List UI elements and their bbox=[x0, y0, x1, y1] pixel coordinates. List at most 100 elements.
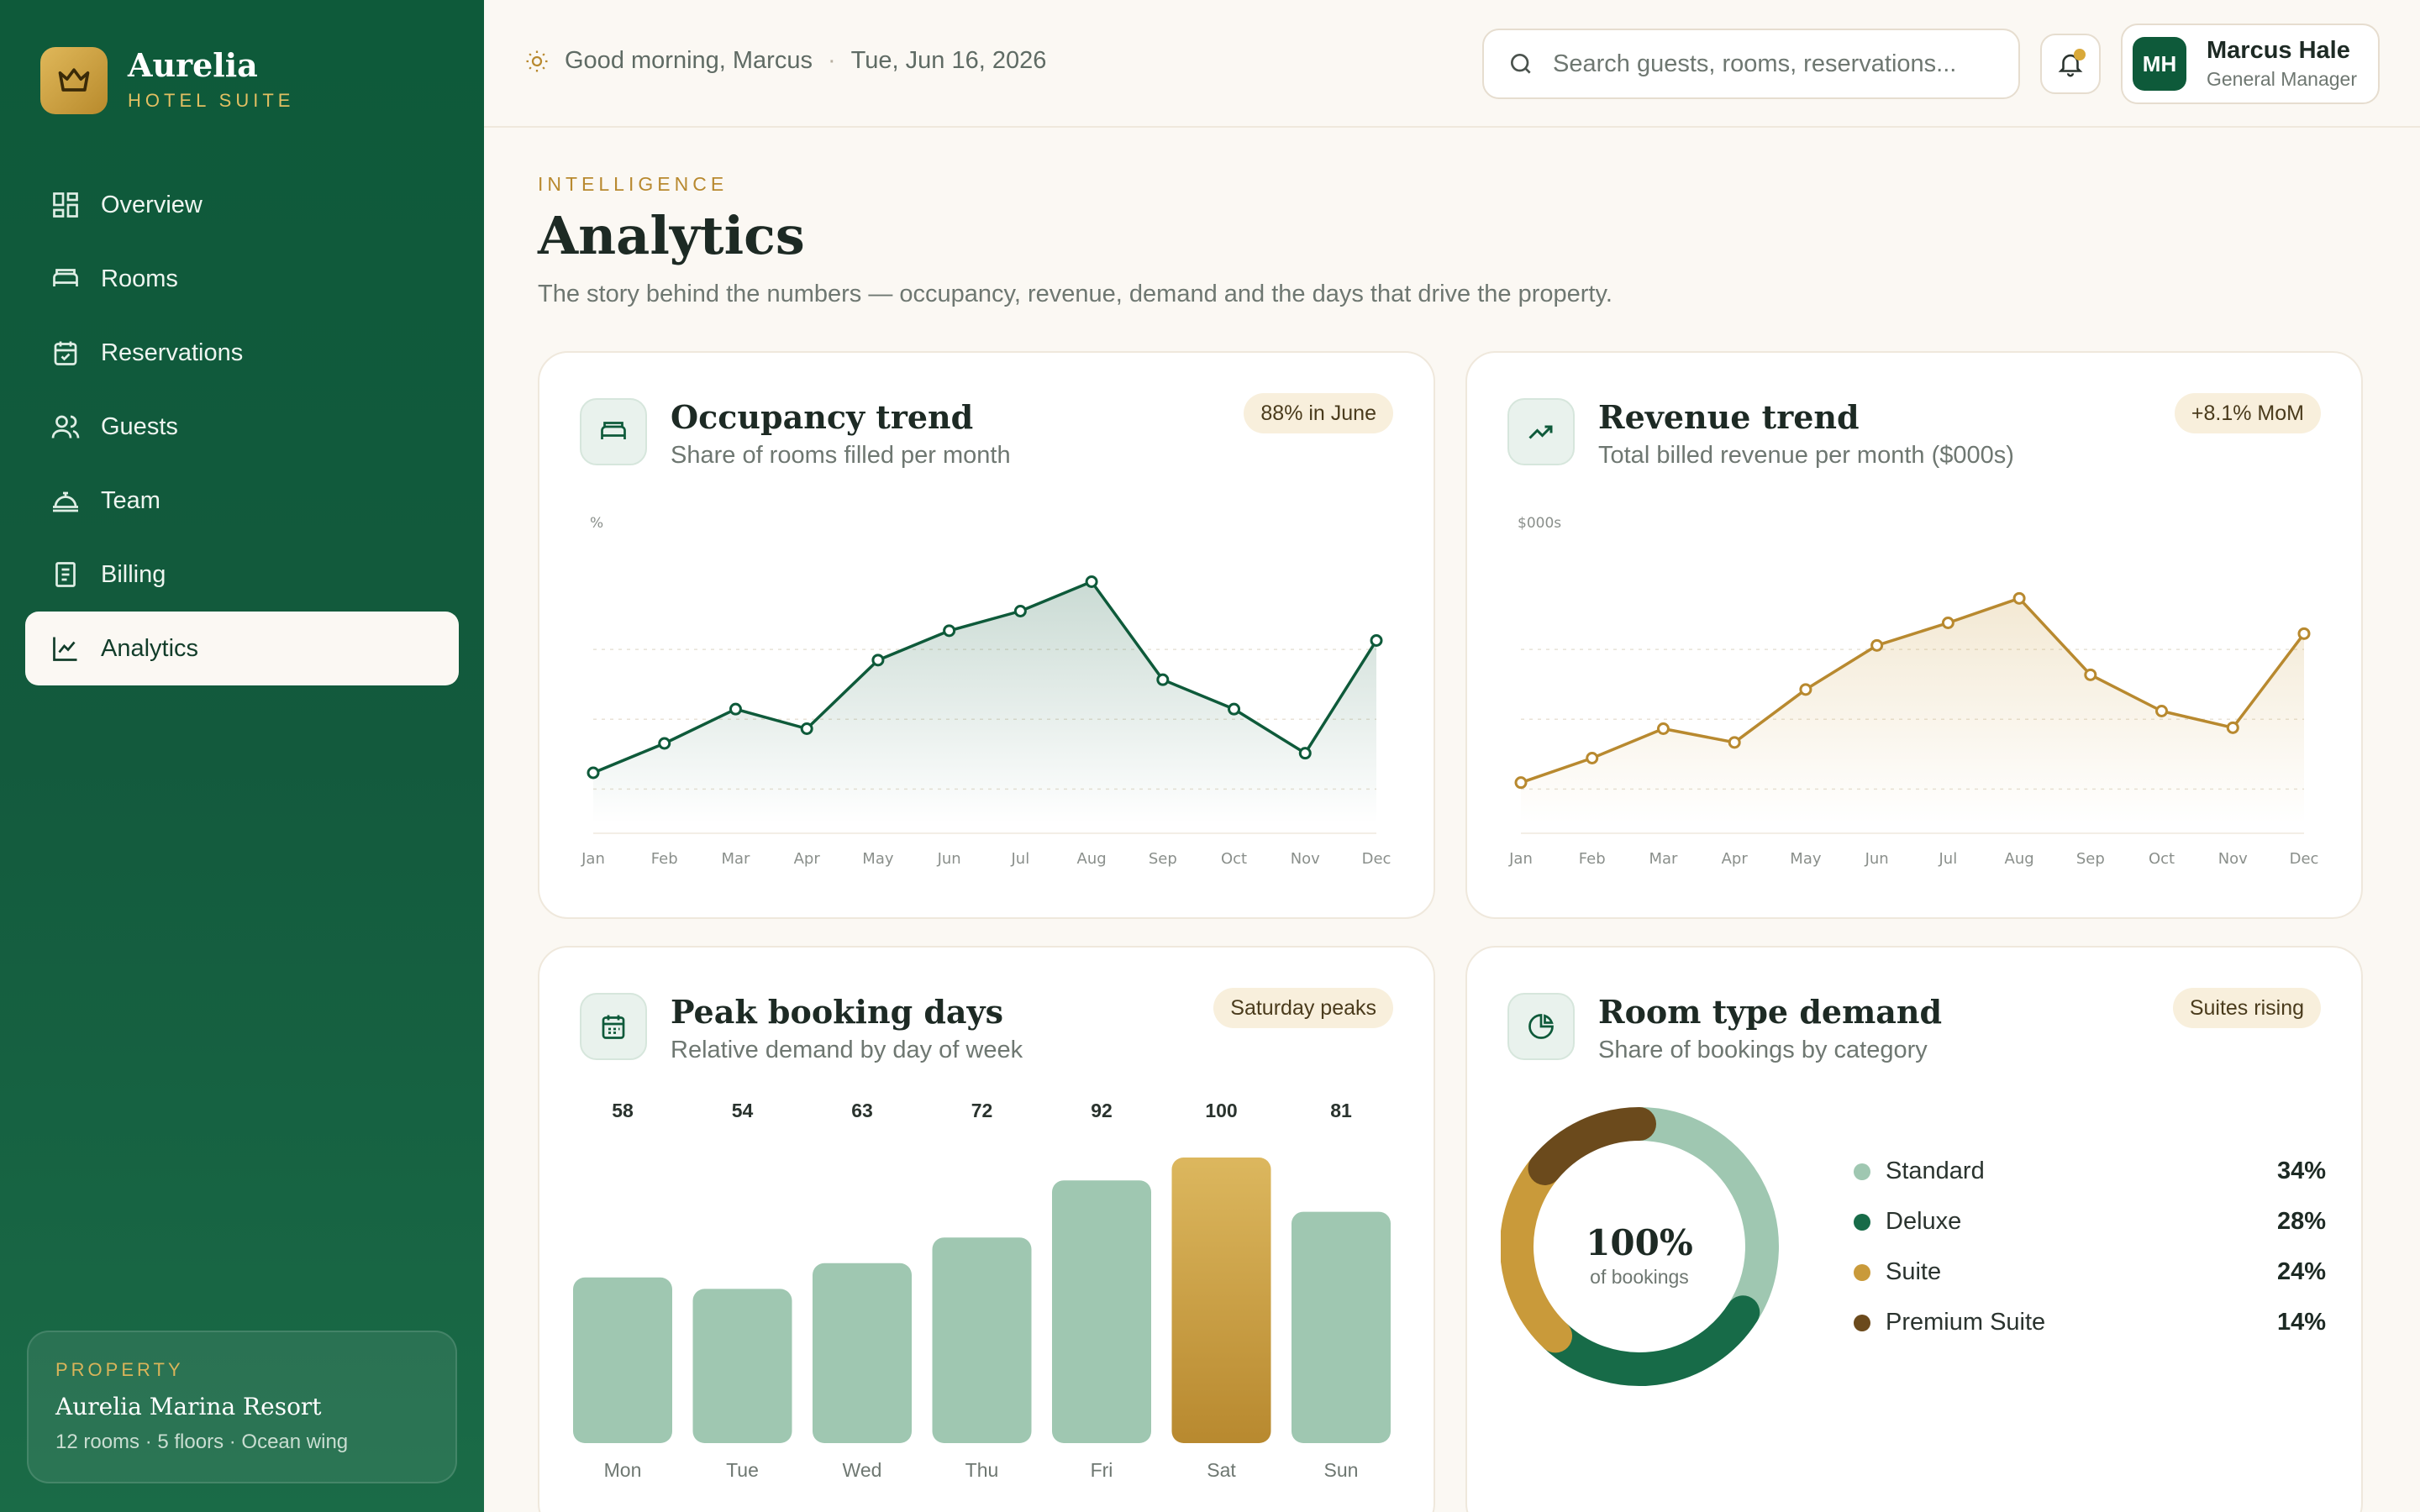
x-tick-label: Sun bbox=[1324, 1459, 1359, 1481]
bar bbox=[692, 1289, 792, 1443]
user-name: Marcus Hale bbox=[2207, 37, 2350, 64]
property-name: Aurelia Marina Resort bbox=[55, 1393, 322, 1420]
peak-days-card: Peak booking days Relative demand by day… bbox=[538, 946, 1435, 1512]
x-tick-label: Jul bbox=[1011, 850, 1030, 868]
user-role: General Manager bbox=[2207, 68, 2357, 90]
revenue-chart: $000s Jan Feb Mar Apr May Jun Jul Aug Sep Oct Nov De… bbox=[1508, 515, 2318, 868]
card-title: Revenue trend bbox=[1598, 398, 1860, 436]
sidebar-item-reservations[interactable]: Reservations bbox=[25, 316, 459, 390]
sidebar-item-overview[interactable]: Overview bbox=[25, 168, 459, 242]
brand[interactable]: Aurelia HOTEL SUITE bbox=[40, 47, 294, 114]
page-subtitle: The story behind the numbers — occupancy… bbox=[538, 281, 1612, 307]
data-point bbox=[2297, 627, 2311, 640]
current-date: Tue, Jun 16, 2026 bbox=[850, 47, 1047, 74]
card-title: Peak booking days bbox=[671, 993, 1004, 1031]
legend-label: Standard bbox=[1886, 1158, 1985, 1184]
data-point bbox=[587, 766, 600, 780]
x-tick-label: Apr bbox=[794, 850, 821, 868]
search-icon bbox=[1511, 54, 1531, 74]
room-demand-chart: 100% of bookings Standard 34% Deluxe 28% Suite… bbox=[1501, 1107, 2326, 1386]
sidebar-nav: Overview Rooms Reservations Guests Team … bbox=[25, 168, 459, 685]
user-menu[interactable]: MH Marcus Hale General Manager bbox=[2121, 24, 2380, 104]
sidebar-item-label: Reservations bbox=[101, 339, 244, 366]
legend-swatch bbox=[1854, 1163, 1870, 1180]
x-tick-label: Apr bbox=[1722, 850, 1749, 868]
data-point bbox=[1870, 638, 1884, 652]
x-tick-label: Jun bbox=[937, 850, 961, 868]
data-point bbox=[1941, 617, 1954, 629]
x-tick-label: Wed bbox=[843, 1459, 882, 1481]
crown-icon bbox=[40, 47, 108, 114]
x-tick-label: Tue bbox=[726, 1459, 759, 1481]
x-tick-label: Mar bbox=[1649, 850, 1678, 868]
donut-slice bbox=[1539, 1295, 1760, 1386]
x-tick-label: Sep bbox=[1149, 850, 1177, 868]
property-tag: PROPERTY bbox=[55, 1359, 184, 1380]
bed-icon bbox=[580, 398, 647, 465]
legend-label: Suite bbox=[1886, 1258, 1941, 1285]
card-subtitle: Share of rooms filled per month bbox=[671, 441, 1011, 469]
x-tick-label: Aug bbox=[1077, 850, 1107, 868]
notifications-button[interactable] bbox=[2040, 34, 2101, 94]
search-input[interactable] bbox=[1553, 50, 1990, 78]
x-tick-label: Oct bbox=[1221, 850, 1247, 868]
legend-value: 14% bbox=[2277, 1309, 2326, 1336]
sidebar-item-billing[interactable]: Billing bbox=[25, 538, 459, 612]
data-point bbox=[1085, 575, 1098, 588]
greeting-row: Good morning, Marcus · Tue, Jun 16, 2026 bbox=[524, 47, 1046, 75]
calendar-check-icon bbox=[54, 341, 77, 365]
bell-icon bbox=[2058, 54, 2083, 77]
data-point bbox=[658, 737, 671, 750]
card-subtitle: Share of bookings by category bbox=[1598, 1036, 1928, 1063]
x-tick-label: May bbox=[1790, 850, 1822, 868]
sidebar-item-team[interactable]: Team bbox=[25, 464, 459, 538]
data-point bbox=[1728, 736, 1741, 749]
x-tick-label: Oct bbox=[2149, 850, 2175, 868]
data-label: 100 bbox=[1205, 1100, 1237, 1121]
x-tick-label: May bbox=[862, 850, 894, 868]
donut-slice bbox=[1501, 1151, 1573, 1353]
occupancy-card: Occupancy trend Share of rooms filled pe… bbox=[538, 351, 1435, 919]
data-point bbox=[2012, 591, 2026, 605]
data-point bbox=[1298, 747, 1312, 760]
bar bbox=[573, 1277, 672, 1443]
data-label: 63 bbox=[851, 1100, 873, 1121]
separator: · bbox=[827, 47, 836, 74]
sidebar-item-label: Analytics bbox=[101, 634, 199, 662]
sidebar: Aurelia HOTEL SUITE Overview Rooms Reser… bbox=[0, 0, 484, 1512]
card-title: Room type demand bbox=[1598, 993, 1943, 1031]
sidebar-item-guests[interactable]: Guests bbox=[25, 390, 459, 464]
users-icon bbox=[51, 415, 80, 438]
property-card[interactable]: PROPERTY Aurelia Marina Resort 12 rooms … bbox=[27, 1331, 457, 1483]
series-line bbox=[1520, 596, 2306, 785]
data-point bbox=[1013, 605, 1027, 617]
data-label: 92 bbox=[1091, 1100, 1113, 1121]
x-tick-label: Jan bbox=[581, 850, 605, 868]
sun-icon bbox=[526, 50, 548, 71]
topbar: Good morning, Marcus · Tue, Jun 16, 2026… bbox=[484, 0, 2420, 128]
sidebar-item-rooms[interactable]: Rooms bbox=[25, 242, 459, 316]
data-label: 72 bbox=[971, 1100, 993, 1121]
x-tick-label: Fri bbox=[1091, 1459, 1113, 1481]
data-point bbox=[1370, 634, 1383, 647]
data-point bbox=[943, 624, 956, 638]
donut-slice bbox=[1623, 1107, 1779, 1330]
receipt-icon bbox=[55, 562, 76, 587]
series-line bbox=[592, 580, 1378, 774]
donut-center-value: 100% bbox=[1586, 1222, 1693, 1263]
bell-service-icon bbox=[53, 491, 78, 512]
data-point bbox=[1799, 683, 1812, 696]
card-title: Occupancy trend bbox=[671, 398, 974, 436]
grid-icon bbox=[53, 192, 78, 218]
brand-name: Aurelia bbox=[128, 46, 258, 84]
legend-value: 24% bbox=[2277, 1258, 2326, 1285]
search-box[interactable] bbox=[1482, 29, 2020, 99]
occupancy-chart: % Jan Feb Mar Apr May Jun Jul Aug Sep Oct Nov Dec bbox=[581, 515, 1391, 868]
y-axis-label: % bbox=[590, 515, 603, 532]
sidebar-item-label: Rooms bbox=[101, 265, 178, 292]
sidebar-item-analytics[interactable]: Analytics bbox=[25, 612, 459, 685]
status-badge: Saturday peaks bbox=[1213, 988, 1393, 1028]
area-fill bbox=[1521, 598, 2304, 823]
donut-center-label: of bookings bbox=[1590, 1266, 1689, 1288]
x-tick-label: Thu bbox=[965, 1459, 999, 1481]
